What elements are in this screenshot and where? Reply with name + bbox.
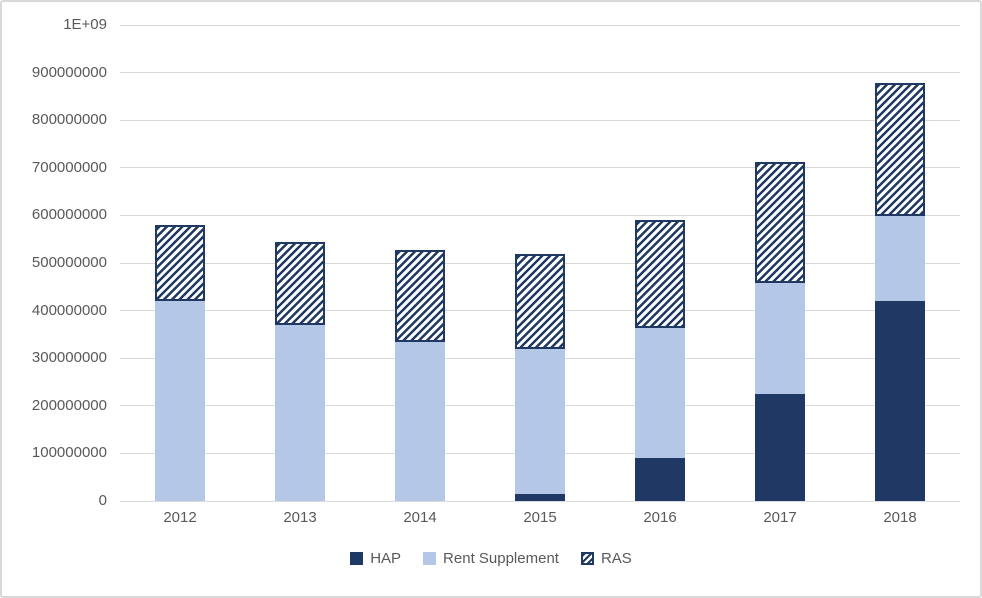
legend-label-ras: RAS: [600, 550, 632, 567]
legend-swatch-rent-supplement: [423, 552, 437, 565]
y-axis-tick-label: 100000000: [31, 444, 107, 462]
bar-segment-2015-hap: [515, 493, 565, 501]
y-axis-tick-label: 300000000: [31, 349, 107, 367]
gridline: [120, 500, 960, 502]
x-axis-tick-label: 2017: [763, 509, 797, 526]
legend-swatch-hap: [350, 552, 364, 565]
gridline: [120, 119, 960, 121]
bar-segment-2012-rent-supplement: [155, 301, 205, 501]
bar-segment-2018-hap: [875, 301, 925, 501]
bar-segment-2015-rent-supplement: [515, 348, 565, 494]
bar-segment-2017-rent-supplement: [755, 283, 805, 394]
y-axis-tick-label: 800000000: [31, 111, 107, 129]
gridline: [120, 24, 960, 26]
y-axis-tick-label: 900000000: [31, 63, 107, 81]
bar-segment-2016-rent-supplement: [635, 328, 685, 459]
x-axis-tick-label: 2018: [883, 509, 917, 526]
legend-label-hap: HAP: [370, 550, 402, 567]
gridline: [120, 72, 960, 74]
x-axis-tick-label: 2012: [163, 509, 197, 526]
bar-segment-2017-ras: [755, 162, 805, 284]
bar-segment-2018-rent-supplement: [875, 216, 925, 302]
bar-segment-2014-ras: [395, 249, 445, 342]
legend-label-rent-supplement: Rent Supplement: [443, 550, 559, 567]
gridline: [120, 214, 960, 216]
plot-area: [120, 24, 960, 502]
y-axis-tick-label: 200000000: [31, 396, 107, 414]
x-axis-tick-label: 2015: [523, 509, 557, 526]
legend-item-ras: RAS: [580, 550, 632, 567]
bar-segment-2016-ras: [635, 220, 685, 329]
bar-segment-2016-hap: [635, 458, 685, 501]
legend-swatch-ras: [580, 552, 594, 565]
bar-segment-2015-ras: [515, 253, 565, 349]
x-axis-tick-label: 2014: [403, 509, 437, 526]
bar-segment-2012-ras: [155, 224, 205, 302]
bar-segment-2018-ras: [875, 83, 925, 217]
legend-item-hap: HAP: [350, 550, 401, 567]
y-axis-tick-label: 0: [98, 492, 107, 509]
x-axis-tick-label: 2016: [643, 509, 677, 526]
bar-segment-2014-rent-supplement: [395, 341, 445, 501]
x-axis-tick-label: 2013: [283, 509, 317, 526]
y-axis-tick-label: 700000000: [31, 158, 107, 176]
bar-segment-2017-hap: [755, 393, 805, 501]
gridline: [120, 167, 960, 169]
y-axis-tick-label: 1E+09: [63, 16, 107, 33]
bar-segment-2013-ras: [275, 241, 325, 325]
bar-segment-2013-rent-supplement: [275, 324, 325, 501]
legend: HAP Rent Supplement RAS: [2, 550, 980, 567]
y-axis-tick-label: 600000000: [31, 206, 107, 224]
legend-item-rent-supplement: Rent Supplement: [423, 550, 559, 567]
y-axis-tick-label: 500000000: [31, 254, 107, 271]
y-axis-tick-label: 400000000: [31, 301, 107, 319]
